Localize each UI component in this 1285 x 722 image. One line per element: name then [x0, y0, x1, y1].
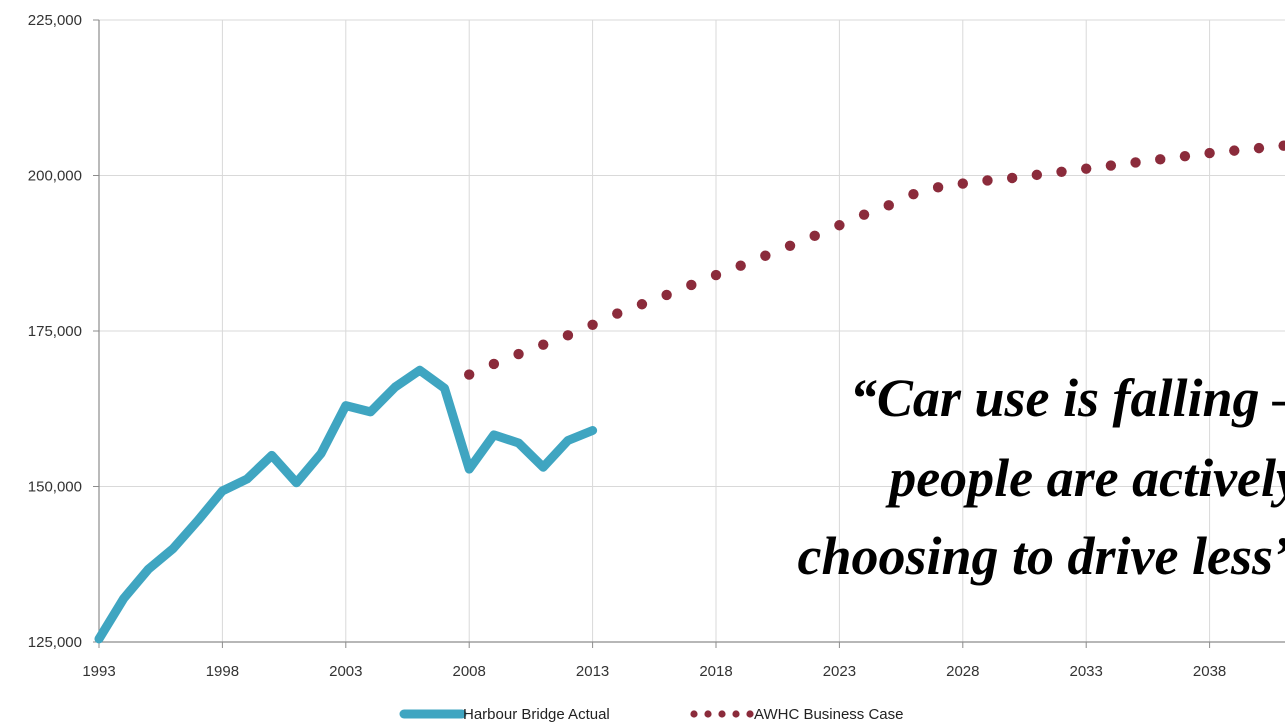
x-tick-label: 1998 — [206, 663, 239, 680]
x-tick-label: 2023 — [823, 663, 856, 680]
data-point-awhc-business-case — [1081, 163, 1092, 174]
x-tick-label: 2008 — [453, 663, 486, 680]
x-tick-label: 2018 — [699, 663, 732, 680]
data-point-awhc-business-case — [784, 240, 796, 251]
data-point-awhc-business-case — [908, 188, 919, 200]
data-point-awhc-business-case — [809, 230, 820, 242]
y-tick-label: 150,000 — [28, 479, 82, 496]
y-tick-label: 175,000 — [28, 323, 82, 340]
data-point-awhc-business-case — [834, 220, 845, 231]
data-point-awhc-business-case — [1130, 157, 1141, 168]
data-point-awhc-business-case — [1253, 142, 1265, 154]
series-layer — [94, 140, 1285, 644]
data-point-awhc-business-case — [982, 175, 993, 186]
data-point-awhc-business-case — [1179, 151, 1191, 162]
data-point-awhc-business-case — [1105, 160, 1117, 171]
data-point-awhc-business-case — [760, 250, 771, 261]
legend-swatch-awhc-business-case — [690, 710, 754, 718]
quote-annotation: “Car use is falling – people are activel… — [797, 368, 1285, 586]
gridlines — [99, 19, 1285, 642]
data-point-awhc-business-case — [957, 178, 968, 189]
x-tick-label: 1993 — [82, 663, 115, 680]
legend-label-awhc-business-case: AWHC Business Case — [754, 706, 904, 722]
data-point-awhc-business-case — [932, 182, 944, 193]
data-point-awhc-business-case — [612, 308, 623, 319]
data-point-awhc-business-case — [735, 260, 746, 271]
data-point-awhc-business-case — [538, 339, 549, 350]
data-point-awhc-business-case — [686, 279, 697, 291]
data-point-awhc-business-case — [1229, 145, 1240, 156]
x-tick-label: 2038 — [1193, 663, 1226, 680]
data-point-awhc-business-case — [464, 369, 475, 380]
data-point-awhc-business-case — [636, 299, 648, 310]
data-point-awhc-business-case — [587, 319, 598, 330]
y-tick-label: 200,000 — [28, 168, 82, 185]
quote-line-3: choosing to drive less” — [797, 526, 1285, 586]
series-line-harbour-bridge-actual — [94, 365, 598, 644]
legend-label-harbour-bridge-actual: Harbour Bridge Actual — [463, 706, 610, 722]
x-tick-label: 2033 — [1070, 663, 1103, 680]
data-point-awhc-business-case — [1278, 140, 1285, 151]
axes: 125,000 150,000 175,000 200,000 225,000 1993 1… — [28, 12, 1285, 680]
data-point-awhc-business-case — [858, 209, 870, 220]
x-tick-label: 2013 — [576, 663, 609, 680]
y-tick-label: 125,000 — [28, 634, 82, 651]
data-point-awhc-business-case — [661, 289, 672, 301]
data-point-awhc-business-case — [1155, 154, 1166, 165]
quote-line-2: people are actively — [885, 448, 1285, 508]
x-tick-label: 2003 — [329, 663, 362, 680]
quote-line-1: “Car use is falling – — [850, 368, 1285, 428]
series-awhc-business-case — [464, 140, 1285, 380]
data-point-awhc-business-case — [710, 269, 722, 281]
data-point-awhc-business-case — [562, 330, 574, 341]
data-point-awhc-business-case — [513, 348, 524, 360]
data-point-awhc-business-case — [488, 358, 500, 370]
data-point-awhc-business-case — [883, 200, 894, 211]
y-tick-label: 225,000 — [28, 12, 82, 29]
data-point-awhc-business-case — [1056, 166, 1067, 177]
data-point-awhc-business-case — [1031, 169, 1043, 181]
data-point-awhc-business-case — [1006, 172, 1018, 184]
data-point-awhc-business-case — [1204, 147, 1215, 159]
legend: Harbour Bridge Actual AWHC Business Case — [399, 706, 904, 722]
x-tick-label: 2028 — [946, 663, 979, 680]
